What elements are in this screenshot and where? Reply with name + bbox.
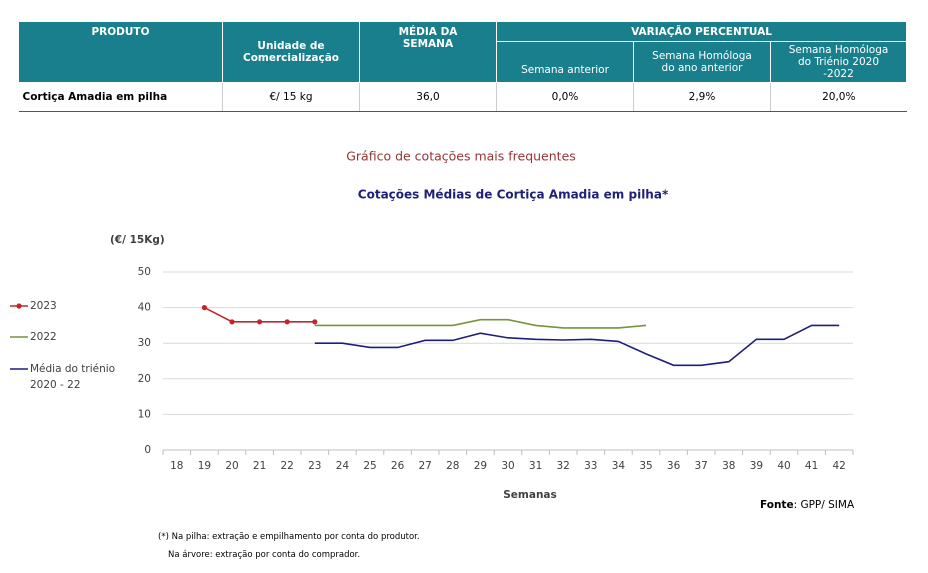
x-tick-label: 29 xyxy=(474,460,487,472)
x-tick-label: 38 xyxy=(722,460,735,472)
source-label: Fonte xyxy=(760,499,794,511)
x-tick-label: 25 xyxy=(363,460,376,472)
price-table: PRODUTO Unidade de Comercialização MÉDIA… xyxy=(18,21,908,112)
x-tick-label: 23 xyxy=(308,460,321,472)
y-tick-label: 20 xyxy=(138,373,151,385)
x-tick-label: 34 xyxy=(612,460,626,472)
cell: 0,0% xyxy=(496,82,634,112)
header-cell: MÉDIA DA SEMANA xyxy=(359,21,497,83)
legend-marker xyxy=(16,303,22,309)
legend-label-line: Média do triénio xyxy=(30,363,115,375)
header-cell: Semana Homóloga do Triénio 2020 -2022 xyxy=(769,41,908,83)
marker xyxy=(201,305,207,311)
x-tick-label: 37 xyxy=(695,460,708,472)
footnote: Na árvore: extração por conta do comprad… xyxy=(168,550,361,560)
source-text: : GPP/ SIMA xyxy=(794,499,855,511)
x-tick-label: 31 xyxy=(529,460,542,472)
cell: 36,0 xyxy=(359,82,497,112)
cell: 20,0% xyxy=(769,82,907,112)
x-tick-label: 42 xyxy=(833,460,846,472)
y-tick-label: 40 xyxy=(138,302,151,314)
y-axis-label: (€/ 15Kg) xyxy=(110,234,165,246)
marker xyxy=(229,319,235,325)
x-tick-label: 32 xyxy=(557,460,570,472)
x-tick-label: 39 xyxy=(750,460,763,472)
series-line xyxy=(314,318,647,329)
marker xyxy=(284,319,290,325)
x-tick-label: 21 xyxy=(253,460,266,472)
x-tick-label: 36 xyxy=(667,460,681,472)
legend-label: 2023 xyxy=(30,300,57,312)
cell: 2,9% xyxy=(633,82,771,112)
cell: Cortiça Amadia em pilha xyxy=(18,82,223,112)
header-cell: PRODUTO xyxy=(18,21,223,83)
x-tick-label: 30 xyxy=(501,460,514,472)
x-tick-label: 27 xyxy=(419,460,432,472)
chart-title: Gráfico de cotações mais frequentes xyxy=(346,149,576,164)
x-axis-label: Semanas xyxy=(503,489,557,501)
source: Fonte: GPP/ SIMA xyxy=(760,499,855,511)
x-tick-label: 20 xyxy=(225,460,238,472)
header-cell: Semana anterior xyxy=(496,41,634,83)
marker xyxy=(312,319,318,325)
y-tick-label: 10 xyxy=(138,408,151,420)
y-tick-label: 30 xyxy=(138,337,151,349)
x-tick-label: 18 xyxy=(170,460,183,472)
footnote: (*) Na pilha: extração e empilhamento po… xyxy=(158,532,420,542)
header-cell: VARIAÇÃO PERCENTUAL xyxy=(495,21,908,42)
x-tick-label: 28 xyxy=(446,460,459,472)
y-tick-label: 50 xyxy=(138,266,151,278)
marker xyxy=(257,319,263,325)
cell: €/ 15 kg xyxy=(222,82,360,112)
x-tick-label: 24 xyxy=(336,460,350,472)
header-cell: Semana Homóloga do ano anterior xyxy=(633,41,771,83)
chart-subtitle: Cotações Médias de Cortiça Amadia em pil… xyxy=(358,188,669,202)
legend-label: 2022 xyxy=(30,331,57,343)
x-tick-label: 22 xyxy=(281,460,294,472)
x-tick-label: 33 xyxy=(584,460,597,472)
legend-label: Média do triénio 2020 - 22 xyxy=(30,363,115,391)
x-tick-label: 19 xyxy=(198,460,211,472)
x-tick-label: 35 xyxy=(639,460,652,472)
y-tick-label: 0 xyxy=(144,444,151,456)
legend-label-line: 2020 - 22 xyxy=(30,379,81,391)
series-line xyxy=(314,324,840,367)
x-tick-label: 41 xyxy=(805,460,818,472)
x-tick-label: 40 xyxy=(777,460,790,472)
x-tick-label: 26 xyxy=(391,460,405,472)
